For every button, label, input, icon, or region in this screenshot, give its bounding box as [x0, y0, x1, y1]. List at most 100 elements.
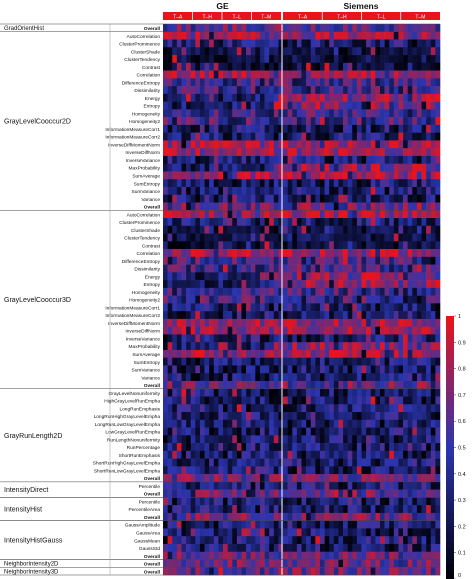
heatmap-cell	[218, 109, 224, 118]
heatmap-cell	[209, 202, 215, 211]
heatmap-cell	[421, 171, 427, 180]
heatmap-cell	[255, 264, 261, 273]
heatmap-cell	[347, 450, 353, 459]
heatmap-cell	[269, 349, 275, 358]
heatmap-cell	[329, 186, 335, 196]
heatmap-cell	[324, 357, 330, 366]
heatmap-cell	[421, 450, 427, 459]
heatmap-cell	[227, 132, 233, 141]
heatmap-cell	[167, 326, 173, 335]
heatmap-cell	[241, 543, 247, 553]
heatmap-cell	[181, 326, 187, 335]
heatmap-cell	[292, 148, 298, 157]
heatmap-cell	[172, 373, 178, 382]
heatmap-cell	[287, 241, 293, 250]
heatmap-cell	[176, 404, 182, 413]
heatmap-cell	[426, 318, 432, 327]
heatmap-cell	[361, 481, 367, 490]
heatmap-cell	[292, 124, 298, 133]
heatmap-cell	[227, 256, 233, 265]
heatmap-cell	[163, 342, 168, 351]
heatmap-cell	[356, 78, 362, 87]
heatmap-cell	[232, 155, 238, 164]
heatmap-cell	[333, 295, 339, 304]
heatmap-cell	[421, 435, 427, 444]
heatmap-cell	[403, 78, 408, 87]
heatmap-cell	[218, 132, 224, 141]
heatmap-cell	[199, 365, 205, 374]
heatmap-cell	[209, 567, 215, 576]
heatmap-cell	[430, 474, 436, 483]
heatmap-cell	[421, 427, 427, 436]
heatmap-cell	[176, 489, 182, 498]
heatmap-cell	[195, 466, 201, 475]
heatmap-cell	[352, 280, 358, 289]
heatmap-cell	[241, 342, 247, 351]
heatmap-cell	[246, 567, 252, 576]
heatmap-cell	[343, 47, 348, 56]
heatmap-cell	[209, 373, 215, 382]
heatmap-cell	[227, 179, 233, 188]
heatmap-cell	[379, 264, 385, 273]
heatmap-cell	[375, 311, 381, 320]
heatmap-cell	[190, 287, 196, 296]
heatmap-cell	[259, 24, 265, 33]
heatmap-cell	[393, 497, 399, 506]
heatmap-cell	[324, 264, 330, 273]
heatmap-cell	[163, 318, 168, 327]
heatmap-cell	[223, 528, 228, 537]
heatmap-cell	[264, 78, 270, 87]
heatmap-cell	[241, 287, 247, 296]
heatmap-cell	[287, 412, 293, 421]
heatmap-cell	[426, 311, 432, 320]
heatmap-cell	[190, 179, 196, 188]
heatmap-cell	[301, 404, 307, 413]
heatmap-cell	[209, 31, 215, 40]
heatmap-cell	[370, 155, 376, 164]
heatmap-cell	[209, 101, 215, 110]
heatmap-cell	[329, 380, 335, 390]
heatmap-cell	[199, 419, 205, 428]
heatmap-cell	[338, 443, 344, 452]
heatmap-cell	[329, 512, 335, 521]
heatmap-cell	[379, 93, 385, 102]
heatmap-cell	[407, 536, 413, 545]
heatmap-cell	[329, 303, 335, 312]
heatmap-cell	[315, 396, 321, 405]
heatmap-cell	[370, 404, 376, 413]
heatmap-cell	[236, 435, 242, 444]
heatmap-cell	[278, 272, 284, 281]
heatmap-cell	[393, 132, 399, 141]
heatmap-cell	[306, 435, 312, 444]
heatmap-cell	[278, 101, 284, 110]
heatmap-cell	[278, 512, 284, 521]
heatmap-cell	[181, 567, 187, 576]
heatmap-cell	[361, 520, 367, 529]
heatmap-cell	[195, 241, 201, 250]
heatmap-cell	[181, 70, 187, 79]
heatmap-cell	[412, 295, 418, 304]
heatmap-cell	[264, 567, 270, 576]
heatmap-cell	[232, 210, 238, 219]
heatmap-cell	[403, 124, 408, 133]
heatmap-cell	[324, 520, 330, 529]
heatmap-cell	[292, 342, 298, 351]
heatmap-cell	[283, 117, 288, 126]
heatmap-cell	[407, 210, 413, 219]
heatmap-cell	[398, 303, 404, 312]
heatmap-cell	[421, 528, 427, 537]
heatmap-cell	[181, 225, 187, 234]
heatmap-cell	[421, 264, 427, 273]
feature-label: GrayLevelNonuniformity	[109, 391, 161, 397]
heatmap-cell	[172, 497, 178, 506]
heatmap-cell	[296, 109, 302, 118]
heatmap-cell	[319, 396, 325, 405]
heatmap-cell	[389, 311, 395, 320]
heatmap-cell	[356, 109, 362, 118]
heatmap-cell	[352, 435, 358, 444]
heatmap-cell	[389, 474, 395, 483]
heatmap-cell	[296, 186, 302, 196]
heatmap-cell	[352, 109, 358, 118]
heatmap-cell	[292, 70, 298, 79]
heatmap-cell	[287, 435, 293, 444]
